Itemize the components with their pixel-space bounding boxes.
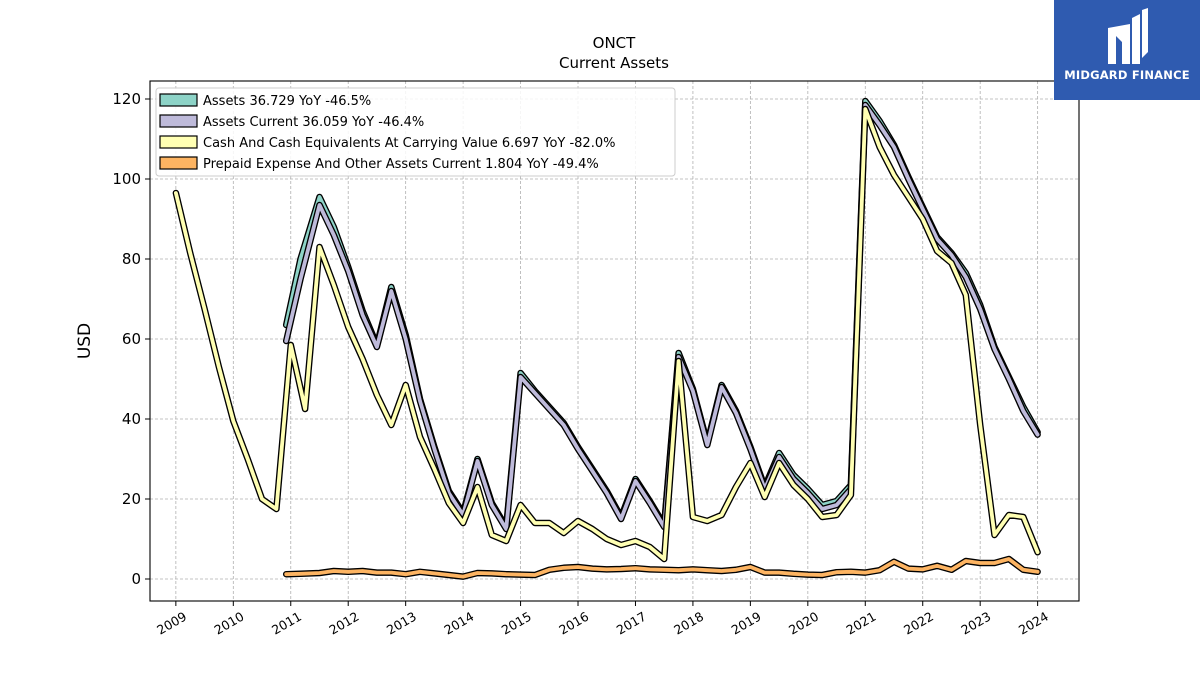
legend-label-assets-current: Assets Current 36.059 YoY -46.4%: [203, 115, 424, 130]
x-tick-label: 2023: [958, 609, 993, 638]
legend-swatch-assets: [159, 93, 198, 107]
y-tick-label: 0: [131, 570, 141, 588]
legend-entry-assets-current: Assets Current 36.059 YoY -46.4%: [159, 114, 424, 130]
legend-box: [155, 87, 676, 177]
legend-swatch-assets-current: [159, 114, 198, 128]
plot-area-frame: [149, 80, 1080, 602]
y-axis-label: USD: [75, 323, 95, 359]
y-tick-label: 120: [112, 90, 141, 108]
legend-label-cash: Cash And Cash Equivalents At Carrying Va…: [203, 136, 615, 151]
x-tick-label: 2017: [614, 609, 649, 638]
x-tick-label: 2015: [499, 609, 534, 638]
x-tick-label: 2019: [729, 609, 764, 638]
x-tick-label: 2013: [384, 609, 419, 638]
legend-entry-assets: Assets 36.729 YoY -46.5%: [159, 93, 371, 109]
legend-entry-cash: Cash And Cash Equivalents At Carrying Va…: [159, 135, 615, 151]
legend-entry-prepaid: Prepaid Expense And Other Assets Current…: [159, 156, 599, 172]
legend-label-assets: Assets 36.729 YoY -46.5%: [203, 94, 371, 109]
y-tick-label: 80: [122, 250, 141, 268]
y-tick-label: 100: [112, 170, 141, 188]
x-tick-label: 2009: [154, 609, 189, 638]
x-tick-label: 2022: [901, 609, 936, 638]
chart-title: ONCT: [593, 34, 637, 52]
x-tick-label: 2018: [671, 609, 706, 638]
midgard-finance-logo: MIDGARD FINANCE: [1054, 0, 1200, 100]
logo-text: MIDGARD FINANCE: [1064, 68, 1190, 82]
legend-swatch-cash: [159, 135, 198, 149]
y-tick-label: 20: [122, 490, 141, 508]
x-tick-label: 2024: [1016, 609, 1051, 638]
series-line-cash: [174, 107, 1040, 561]
x-tick-label: 2016: [556, 609, 591, 638]
x-tick-label: 2012: [326, 609, 361, 638]
series-lines: [172, 97, 1041, 580]
y-tick-label: 40: [122, 410, 141, 428]
chart-subtitle: Current Assets: [559, 54, 669, 72]
series-line-prepaid: [284, 557, 1040, 579]
x-tick-label: 2020: [786, 609, 821, 638]
midgard-logo-icon: [1108, 8, 1148, 64]
x-axis-ticks: 2009 2010 2011 2012 2013 2014 2015 2016 2017 2018…: [154, 601, 1051, 638]
x-tick-label: 2010: [212, 609, 247, 638]
legend: Assets 36.729 YoY -46.5% Assets Current …: [155, 87, 676, 177]
legend-swatch-prepaid: [159, 156, 198, 170]
y-axis-ticks: 0 20 40 60 80 100 120: [112, 90, 150, 588]
x-tick-label: 2021: [844, 609, 879, 638]
legend-label-prepaid: Prepaid Expense And Other Assets Current…: [203, 157, 599, 172]
y-tick-label: 60: [122, 330, 141, 348]
x-tick-label: 2014: [441, 609, 476, 638]
x-tick-label: 2011: [269, 609, 304, 638]
